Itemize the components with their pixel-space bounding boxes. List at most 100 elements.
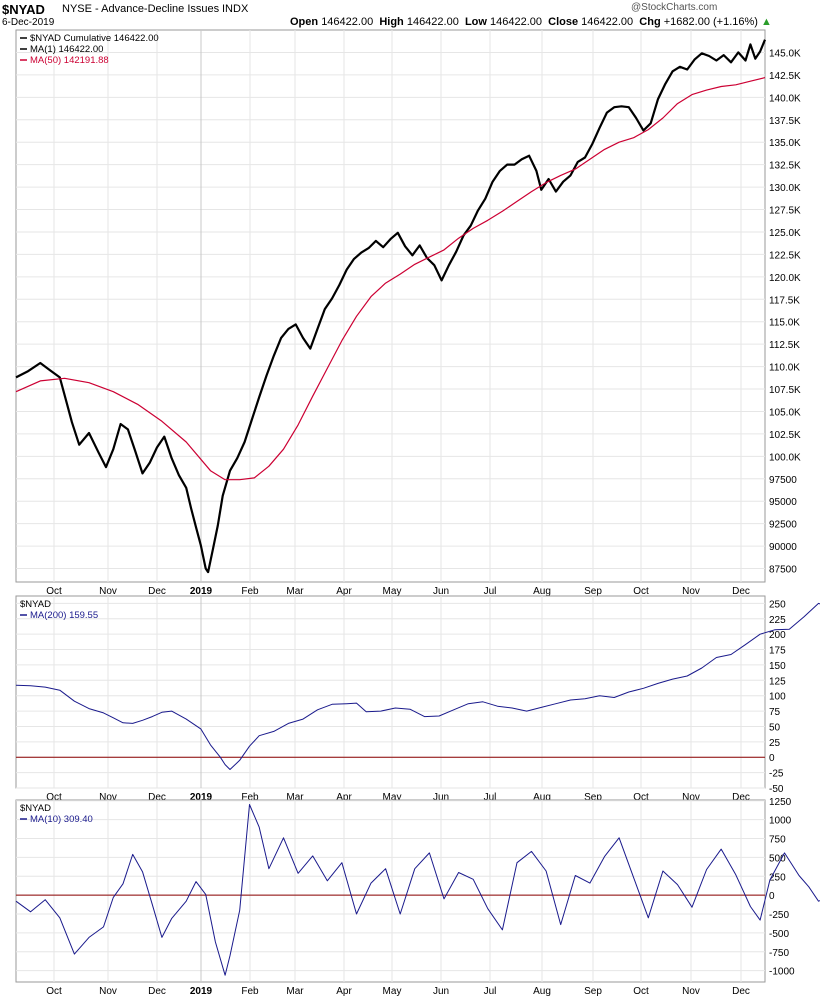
x-tick-label-2-2: Dec: [148, 986, 166, 997]
y-tick-label-0-16: 127.5K: [769, 206, 801, 217]
y-tick-label-2-1: -750: [769, 948, 789, 959]
y-tick-label-0-0: 87500: [769, 565, 797, 576]
high-label: High: [379, 16, 404, 28]
open-label: Open: [290, 16, 319, 28]
y-tick-label-0-21: 140.0K: [769, 93, 801, 104]
y-tick-label-1-6: 100: [769, 692, 786, 703]
y-tick-label-1-0: -50: [769, 784, 784, 795]
high-value: 146422.00: [406, 16, 459, 28]
x-tick-label-0-14: Dec: [732, 586, 750, 597]
y-tick-label-1-3: 25: [769, 738, 781, 749]
legend-entry-2-1: MA(10) 309.40: [30, 814, 93, 825]
x-tick-label-1-4: Feb: [241, 792, 259, 803]
up-arrow-icon: ▲: [761, 16, 772, 28]
low-value: 146422.00: [490, 16, 543, 28]
y-tick-label-1-2: 0: [769, 753, 775, 764]
y-tick-label-2-7: 750: [769, 835, 786, 846]
chg-value: +1682.00 (+1.16%): [663, 16, 758, 28]
x-tick-label-1-9: Jul: [484, 792, 497, 803]
y-tick-label-0-6: 102.5K: [769, 430, 801, 441]
y-tick-label-1-5: 75: [769, 707, 781, 718]
y-tick-label-0-11: 115.0K: [769, 318, 800, 329]
panel-frame-2: [15, 799, 766, 983]
y-tick-label-0-3: 95000: [769, 497, 797, 508]
x-tick-label-1-13: Nov: [682, 792, 700, 803]
x-tick-label-1-2: Dec: [148, 792, 166, 803]
legend-entry-0-0: $NYAD Cumulative 146422.00: [30, 33, 159, 44]
legend-entry-1-0: $NYAD: [20, 599, 51, 610]
x-tick-label-0-7: May: [383, 586, 402, 597]
x-tick-label-0-10: Aug: [533, 586, 551, 597]
x-tick-label-0-3: 2019: [190, 586, 213, 597]
y-tick-label-0-8: 107.5K: [769, 385, 801, 396]
date-label: 6-Dec-2019: [2, 17, 55, 28]
x-tick-label-2-13: Nov: [682, 986, 700, 997]
y-tick-label-2-9: 1250: [769, 797, 792, 808]
panel-frame-0: [15, 29, 766, 583]
x-tick-label-0-0: Oct: [46, 586, 62, 597]
x-tick-label-2-6: Apr: [336, 986, 352, 997]
x-tick-label-2-11: Sep: [584, 986, 602, 997]
close-label: Close: [548, 16, 579, 28]
low-label: Low: [464, 16, 487, 28]
x-tick-label-1-14: Dec: [732, 792, 750, 803]
y-tick-label-1-7: 125: [769, 676, 786, 687]
x-tick-label-2-12: Oct: [633, 986, 649, 997]
x-tick-label-2-8: Jun: [433, 986, 449, 997]
security-name: NYSE - Advance-Decline Issues: [62, 3, 220, 15]
y-tick-label-1-11: 225: [769, 615, 786, 626]
y-tick-label-0-10: 112.5K: [769, 340, 800, 351]
y-tick-label-2-4: 0: [769, 891, 775, 902]
x-tick-label-1-3: 2019: [190, 792, 213, 803]
y-tick-label-1-9: 175: [769, 646, 786, 657]
y-tick-label-0-5: 100.0K: [769, 452, 801, 463]
x-tick-label-1-5: Mar: [286, 792, 304, 803]
y-tick-label-0-18: 132.5K: [769, 161, 801, 172]
x-tick-label-2-7: May: [383, 986, 402, 997]
y-tick-label-0-9: 110.0K: [769, 363, 800, 374]
x-tick-label-0-8: Jun: [433, 586, 449, 597]
y-tick-label-0-4: 97500: [769, 475, 797, 486]
ohlc-bar: Open 146422.00 High 146422.00 Low 146422…: [290, 16, 772, 28]
y-tick-label-2-2: -500: [769, 929, 789, 940]
x-tick-label-1-0: Oct: [46, 792, 62, 803]
y-tick-label-2-8: 1000: [769, 816, 792, 827]
series-line-2-0: [15, 804, 820, 976]
legend-entry-1-1: MA(200) 159.55: [30, 610, 98, 621]
x-tick-label-0-1: Nov: [99, 586, 117, 597]
y-tick-label-1-1: -25: [769, 769, 784, 780]
x-tick-label-0-12: Oct: [633, 586, 649, 597]
series-line-0-1: [15, 77, 766, 481]
x-tick-label-1-11: Sep: [584, 792, 602, 803]
y-tick-label-2-5: 250: [769, 872, 786, 883]
y-tick-label-0-1: 90000: [769, 542, 797, 553]
x-tick-label-0-4: Feb: [241, 586, 259, 597]
chg-label: Chg: [639, 16, 661, 28]
x-tick-label-1-10: Aug: [533, 792, 551, 803]
x-tick-label-2-10: Aug: [533, 986, 551, 997]
x-tick-label-1-7: May: [383, 792, 402, 803]
legend-entry-0-2: MA(50) 142191.88: [30, 55, 109, 66]
y-tick-label-1-4: 50: [769, 722, 781, 733]
y-tick-label-2-0: -1000: [769, 967, 795, 978]
x-tick-label-2-5: Mar: [286, 986, 304, 997]
y-tick-label-0-23: 145.0K: [769, 48, 801, 59]
x-tick-label-1-8: Jun: [433, 792, 449, 803]
y-tick-label-0-17: 130.0K: [769, 183, 801, 194]
chart-header: $NYAD NYSE - Advance-Decline Issues INDX…: [0, 0, 820, 30]
y-tick-label-0-14: 122.5K: [769, 250, 801, 261]
y-tick-label-0-7: 105.0K: [769, 407, 801, 418]
y-tick-label-0-20: 137.5K: [769, 116, 801, 127]
y-tick-label-2-3: -250: [769, 910, 789, 921]
y-tick-label-0-15: 125.0K: [769, 228, 801, 239]
series-line-1-0: [15, 602, 820, 770]
symbol-label: $NYAD: [2, 2, 45, 17]
x-tick-label-2-14: Dec: [732, 986, 750, 997]
x-tick-label-0-6: Apr: [336, 586, 352, 597]
x-tick-label-0-13: Nov: [682, 586, 700, 597]
panel-frame-1: [15, 595, 766, 789]
x-tick-label-0-11: Sep: [584, 586, 602, 597]
y-tick-label-0-2: 92500: [769, 520, 797, 531]
y-tick-label-0-22: 142.5K: [769, 71, 801, 82]
